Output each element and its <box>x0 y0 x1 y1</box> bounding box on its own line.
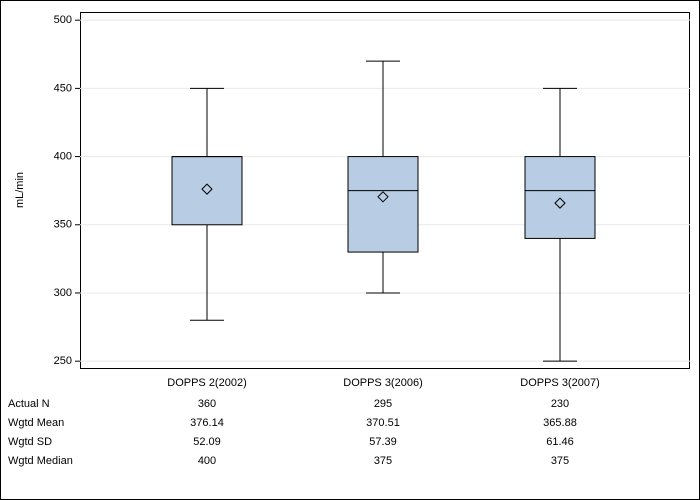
y-tick-label: 250 <box>54 355 72 367</box>
y-axis-label: mL/min <box>14 172 26 208</box>
box <box>171 156 243 226</box>
x-tick-label: DOPPS 3(2006) <box>343 377 422 389</box>
x-tick-label: DOPPS 3(2007) <box>520 377 599 389</box>
table-cell: 295 <box>374 398 392 410</box>
y-tick-label: 400 <box>54 150 72 162</box>
table-cell: 375 <box>374 455 392 467</box>
table-cell: 52.09 <box>193 436 221 448</box>
y-tick-label: 300 <box>54 287 72 299</box>
table-cell: 400 <box>198 455 216 467</box>
table-cell: 365.88 <box>543 417 577 429</box>
table-cell: 370.51 <box>366 417 400 429</box>
table-cell: 360 <box>198 398 216 410</box>
y-tick-label: 450 <box>54 82 72 94</box>
table-cell: 57.39 <box>369 436 397 448</box>
table-cell: 61.46 <box>546 436 574 448</box>
table-row-label: Wgtd Median <box>8 455 73 467</box>
x-tick-label: DOPPS 2(2002) <box>167 377 246 389</box>
y-tick-label: 500 <box>54 14 72 26</box>
mean-marker <box>377 191 389 203</box>
table-cell: 375 <box>551 455 569 467</box>
y-tick-label: 350 <box>54 219 72 231</box>
table-row-label: Actual N <box>8 398 50 410</box>
mean-marker <box>201 183 213 195</box>
table-row-label: Wgtd Mean <box>8 417 64 429</box>
table-cell: 230 <box>551 398 569 410</box>
box <box>347 156 419 253</box>
table-cell: 376.14 <box>190 417 224 429</box>
mean-marker <box>554 197 566 209</box>
table-row-label: Wgtd SD <box>8 436 52 448</box>
